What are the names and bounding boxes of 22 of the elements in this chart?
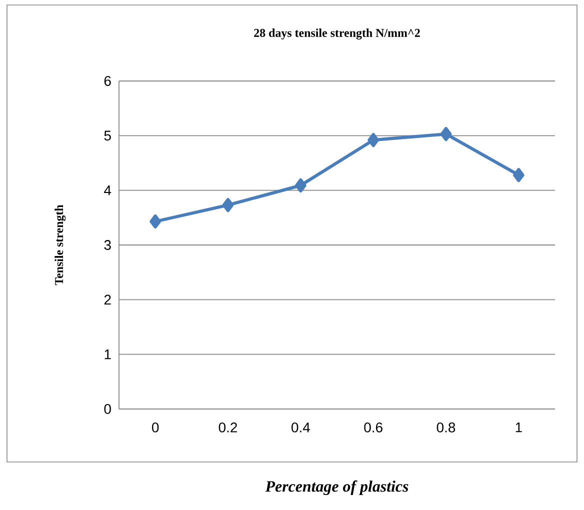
y-tick-label: 1	[104, 350, 111, 360]
y-tick-label: 2	[104, 294, 111, 305]
y-tick-label: 3	[104, 240, 111, 250]
x-tick-label: 0.4	[292, 422, 310, 432]
x-tick-label: 0.2	[218, 422, 237, 432]
point	[368, 132, 380, 148]
point	[222, 198, 234, 212]
y-tick-label: 6	[104, 76, 111, 86]
y-axis-title: Tensile strength	[54, 204, 66, 286]
x-tick-label: 1	[516, 422, 522, 432]
x-tick-label: 0.6	[364, 422, 382, 432]
x-tick-label: 0.8	[436, 422, 456, 432]
chart-title: 28 days tensile strength N/mm^2	[254, 28, 420, 40]
point	[294, 178, 306, 192]
point	[512, 168, 524, 182]
y-tick-label: 4	[104, 186, 112, 196]
x-tick-label: 0	[152, 422, 159, 432]
x-axis-title: Percentage of plastics	[265, 480, 408, 496]
y-tick-label: 0	[104, 404, 111, 414]
point	[150, 214, 162, 229]
y-tick-label: 5	[104, 130, 111, 141]
point	[440, 126, 452, 142]
